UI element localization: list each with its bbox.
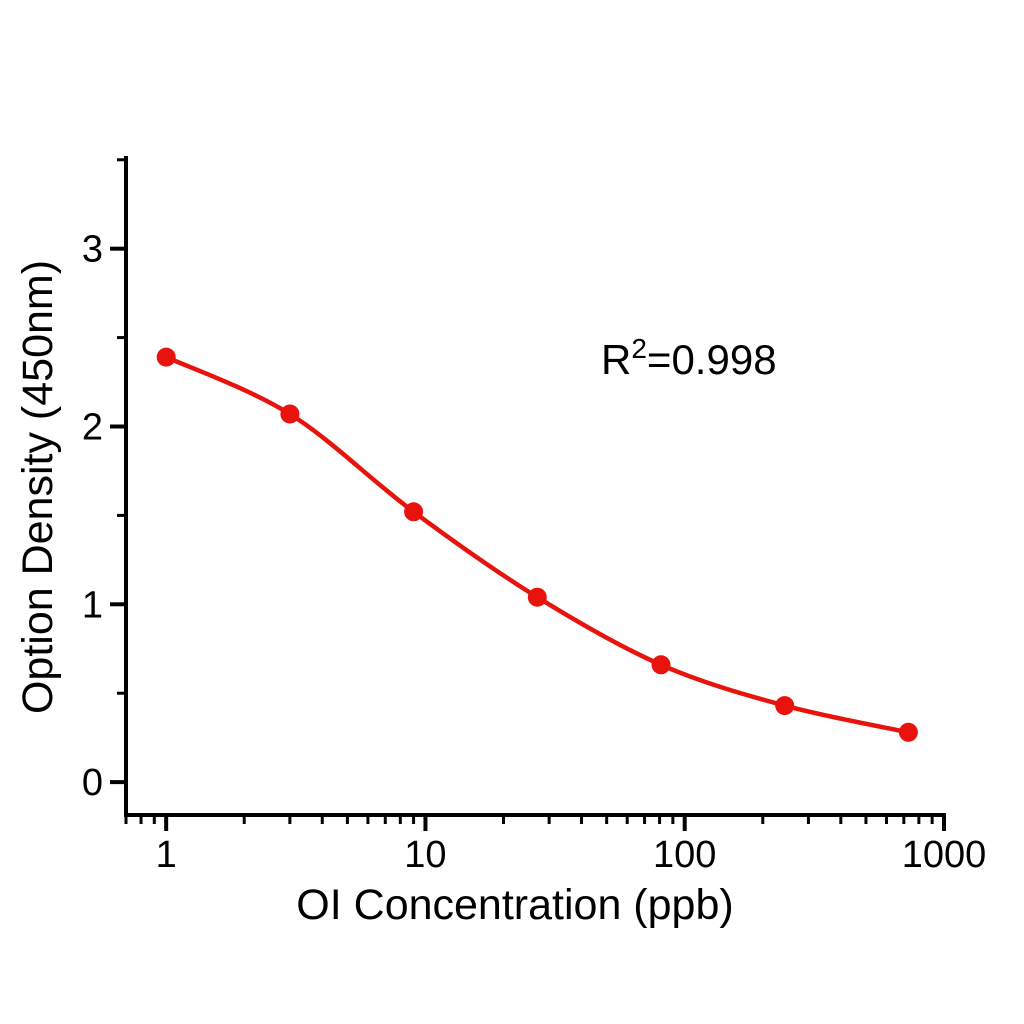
y-axis-ticks	[110, 158, 126, 785]
data-point	[898, 722, 918, 742]
r-squared-annotation: R2=0.998	[601, 333, 777, 383]
data-point	[280, 404, 300, 424]
x-tick-label: 100	[653, 834, 716, 876]
y-axis-label: Option Density (450nm)	[14, 260, 62, 714]
data-point	[527, 587, 547, 607]
data-point	[651, 655, 671, 675]
data-point	[404, 502, 424, 522]
y-tick-label: 2	[82, 406, 103, 448]
x-tick-label: 1000	[902, 834, 987, 876]
y-tick-label: 3	[82, 229, 103, 271]
y-axis-tick-labels: 0 1 2 3	[82, 229, 103, 804]
data-point	[775, 696, 795, 716]
data-point	[156, 347, 176, 367]
x-axis-label: OI Concentration (ppb)	[296, 881, 733, 929]
y-tick-label: 0	[82, 762, 103, 804]
fit-curve-path	[163, 354, 911, 735]
x-axis-ticks	[124, 815, 946, 831]
x-axis-tick-labels: 1 10 100 1000	[156, 834, 987, 876]
data-points	[156, 347, 918, 742]
fit-curve	[163, 354, 911, 735]
x-tick-label: 1	[156, 834, 177, 876]
x-tick-label: 10	[404, 834, 446, 876]
y-tick-label: 1	[82, 584, 103, 626]
